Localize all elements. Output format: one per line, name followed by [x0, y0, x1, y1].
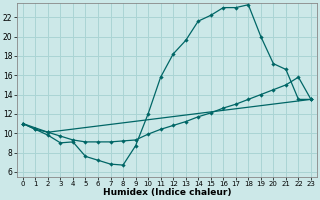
- X-axis label: Humidex (Indice chaleur): Humidex (Indice chaleur): [103, 188, 231, 197]
